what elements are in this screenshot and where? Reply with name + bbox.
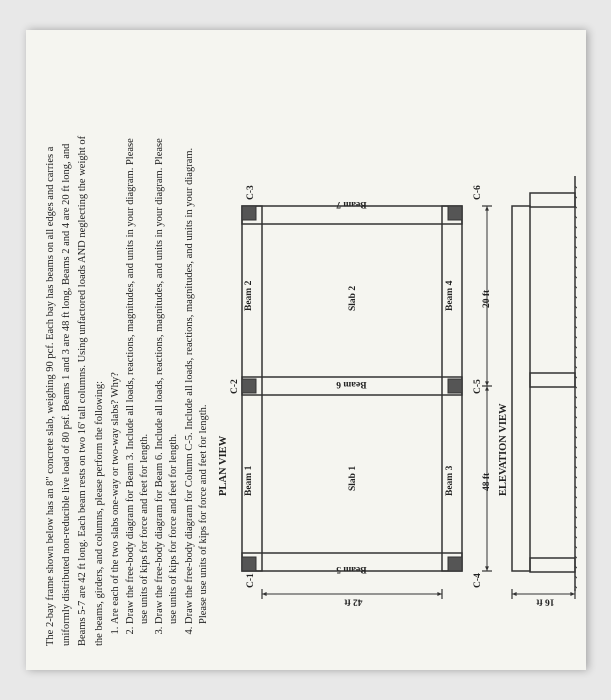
q-subtext: use units of kips for force and feet for… <box>167 54 181 624</box>
q-text: Draw the free-body diagram for Beam 3. I… <box>124 138 135 624</box>
dim-20ft: 20 ft <box>480 290 493 308</box>
question-item: Draw the free-body diagram for Beam 6. I… <box>153 54 181 624</box>
dim-48ft: 48 ft <box>480 473 493 491</box>
beam-label-7: Beam 7 <box>336 197 366 210</box>
q-subtext: Please use units of kips for force and f… <box>196 54 210 624</box>
col-label-c5: C-5 <box>471 379 484 394</box>
question-item: Draw the free-body diagram for Beam 3. I… <box>123 54 151 624</box>
question-item: Draw the free-body diagram for Column C-… <box>182 54 210 624</box>
beam-label-1: Beam 1 <box>242 466 255 496</box>
prompt-line: Beams 5-7 are 42 ft long. Each beam rest… <box>76 54 90 646</box>
problem-statement: The 2-bay frame shown below has an 8" co… <box>44 54 211 646</box>
dim-16ft: 16 ft <box>536 594 554 607</box>
col-label-c3: C-3 <box>244 185 257 200</box>
col-label-c6: C-6 <box>471 185 484 200</box>
prompt-line: uniformly distributed non-reducible live… <box>60 54 74 646</box>
elevation-view-title: ELEVATION VIEW <box>496 404 510 497</box>
beam-label-5: Beam 5 <box>336 562 366 575</box>
diagram-area: PLAN VIEW C-1 C-2 C-3 C-4 C-5 C-6 Beam 1… <box>216 56 576 646</box>
structural-diagram <box>216 56 576 646</box>
q-subtext: use units of kips for force and feet for… <box>138 54 152 624</box>
beam-label-3: Beam 3 <box>443 466 456 496</box>
slab-label-2: Slab 2 <box>346 286 359 311</box>
col-label-c1: C-1 <box>244 573 257 588</box>
question-list: Are each of the two slabs one-way or two… <box>108 54 210 646</box>
question-item: Are each of the two slabs one-way or two… <box>108 54 122 624</box>
col-label-c2: C-2 <box>228 379 241 394</box>
prompt-line: the beams, girders, and columns, please … <box>92 54 106 646</box>
q-text: Draw the free-body diagram for Column C-… <box>183 148 194 624</box>
col-label-c4: C-4 <box>471 573 484 588</box>
q-text: Draw the free-body diagram for Beam 6. I… <box>154 138 165 624</box>
prompt-line: The 2-bay frame shown below has an 8" co… <box>44 54 58 646</box>
beam-label-6: Beam 6 <box>336 377 366 390</box>
slab-label-1: Slab 1 <box>346 466 359 491</box>
beam-label-4: Beam 4 <box>443 281 456 311</box>
dim-42ft: 42 ft <box>344 594 362 607</box>
beam-label-2: Beam 2 <box>242 281 255 311</box>
q-text: Are each of the two slabs one-way or two… <box>109 372 120 624</box>
